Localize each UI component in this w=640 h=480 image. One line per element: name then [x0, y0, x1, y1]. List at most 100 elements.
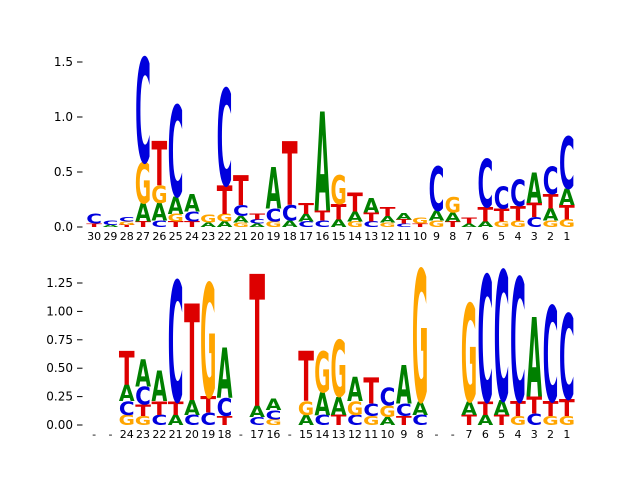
logo-letter-G: G [363, 414, 379, 428]
x-tick-label: 3 [531, 230, 538, 243]
x-tick-label: 28 [120, 230, 134, 243]
x-tick-label: 27 [136, 230, 150, 243]
x-tick-label: 8 [449, 230, 456, 243]
logo-letter-T: T [477, 204, 493, 227]
logo-letter-T: T [526, 392, 542, 419]
logo-letter-C: C [266, 205, 282, 226]
logo-letter-T: T [249, 213, 265, 222]
x-tick-label: 18 [218, 428, 232, 441]
logo-letter-A: A [266, 396, 282, 414]
x-tick-label: 4 [514, 230, 521, 243]
logo-letter-T: T [363, 211, 379, 225]
logo-letter-T: T [217, 414, 233, 428]
logo-letter-C: C [510, 244, 526, 442]
x-tick-label: 29 [103, 230, 117, 243]
x-tick-label: 20 [250, 230, 264, 243]
x-tick-label: - [434, 428, 438, 441]
x-tick-label: 21 [169, 428, 183, 441]
x-tick-label: 7 [466, 230, 473, 243]
x-tick-label: 17 [299, 230, 313, 243]
logo-letter-C: C [200, 409, 216, 429]
logo-letter-C: C [249, 218, 265, 225]
logo-letter-A: A [298, 212, 314, 224]
logo-letter-T: T [445, 220, 461, 229]
logo-letter-G: G [445, 193, 461, 218]
logo-letter-C: C [314, 219, 330, 229]
logo-letter-C: C [282, 202, 298, 227]
logo-letter-A: A [380, 415, 396, 428]
logo-letter-G: G [347, 397, 363, 419]
logo-letter-T: T [363, 371, 379, 413]
x-tick-label: 13 [364, 230, 378, 243]
logo-letter-A: A [217, 334, 233, 414]
logo-letter-G: G [265, 418, 281, 427]
logo-letter-T: T [494, 205, 510, 226]
x-tick-label: 25 [169, 230, 183, 243]
logo-letter-A: A [151, 199, 167, 227]
top-logo-plot: 0.00.51.01.530TC29AC28TGC27TAGC26CAGT25T… [54, 31, 575, 243]
logo-letter-C: C [135, 31, 151, 197]
logo-letter-A: A [119, 380, 135, 406]
x-tick-label: - [108, 428, 112, 441]
logo-letter-T: T [249, 239, 265, 449]
logo-letter-C: C [396, 400, 412, 420]
logo-letter-T: T [135, 402, 151, 420]
logo-letter-C: C [217, 64, 233, 218]
logo-letter-G: G [510, 414, 526, 428]
logo-letter-T: T [217, 177, 233, 223]
logo-letter-C: C [494, 236, 510, 442]
x-tick-label: 22 [152, 428, 166, 441]
logo-letter-C: C [543, 161, 559, 204]
y-tick-label: 1.5 [54, 55, 73, 69]
y-tick-label: 0.75 [46, 333, 73, 347]
logo-letter-G: G [151, 182, 167, 209]
x-tick-label: 21 [234, 230, 248, 243]
logo-letter-G: G [559, 217, 575, 230]
logo-letter-A: A [347, 372, 363, 409]
x-tick-label: 23 [201, 230, 215, 243]
logo-letter-G: G [265, 220, 281, 229]
x-tick-label: 1 [563, 230, 570, 243]
y-tick-label: 1.0 [54, 110, 73, 124]
x-tick-label: 16 [266, 428, 280, 441]
logo-letter-C: C [119, 216, 135, 223]
logo-letter-T: T [543, 191, 559, 214]
y-tick-label: 0.0 [54, 220, 73, 234]
logo-letter-C: C [86, 212, 102, 228]
logo-letter-C: C [314, 413, 330, 429]
logo-letter-G: G [200, 254, 216, 435]
logo-letter-A: A [380, 214, 397, 225]
logo-letter-A: A [526, 163, 542, 213]
logo-letter-T: T [412, 223, 429, 228]
logo-letter-C: C [363, 220, 379, 229]
logo-letter-G: G [461, 277, 477, 434]
logo-letter-G: G [379, 403, 395, 421]
logo-letter-A: A [200, 221, 216, 228]
x-tick-label: 22 [218, 230, 232, 243]
logo-letter-A: A [445, 210, 461, 224]
logo-letter-A: A [217, 220, 233, 229]
logo-letter-C: C [559, 290, 575, 426]
logo-letter-A: A [477, 220, 493, 229]
logo-letter-T: T [461, 412, 477, 428]
logo-letter-G: G [428, 219, 444, 230]
logo-letter-C: C [119, 397, 135, 419]
logo-letter-C: C [233, 203, 249, 220]
logo-letter-T: T [510, 398, 526, 421]
x-tick-label: 10 [413, 230, 427, 243]
logo-letter-A: A [331, 393, 347, 422]
x-tick-label: 5 [498, 230, 505, 243]
logo-letter-G: G [412, 217, 428, 226]
logo-letter-C: C [510, 173, 526, 216]
x-tick-label: 11 [364, 428, 378, 441]
logo-letter-C: C [168, 82, 184, 227]
logo-letter-T: T [559, 395, 575, 422]
logo-letter-G: G [135, 151, 151, 216]
logo-letter-C: C [526, 412, 542, 429]
logo-letter-T: T [168, 220, 184, 229]
logo-letter-C: C [429, 155, 445, 226]
logo-letter-G: G [510, 219, 526, 230]
logo-letter-A: A [151, 362, 167, 412]
logo-letter-C: C [380, 383, 396, 412]
